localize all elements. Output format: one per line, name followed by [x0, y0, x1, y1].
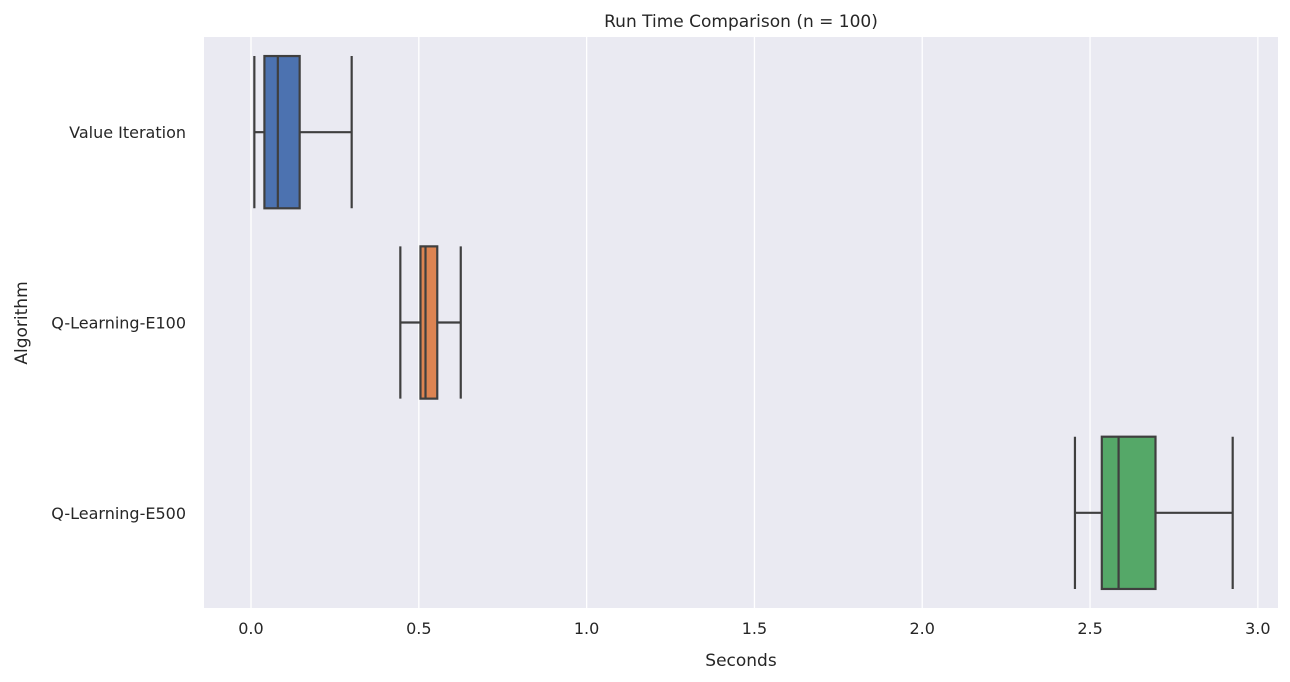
x-tick-label: 0.0	[238, 619, 263, 638]
category-label: Q-Learning-E500	[51, 504, 186, 523]
x-tick-label: 0.5	[406, 619, 431, 638]
x-tick-label: 1.0	[574, 619, 599, 638]
boxes	[253, 54, 1234, 591]
box-group	[253, 54, 353, 210]
chart-title: Run Time Comparison (n = 100)	[604, 12, 878, 32]
box-iqr	[1100, 435, 1157, 591]
box-iqr	[419, 245, 439, 400]
x-axis-label: Seconds	[705, 651, 777, 671]
box-iqr	[263, 54, 301, 210]
y-axis-label: Algorithm	[12, 281, 32, 364]
box-group	[399, 245, 462, 400]
box-group	[1073, 435, 1234, 591]
category-label: Value Iteration	[69, 123, 186, 142]
x-tick-label: 2.5	[1077, 619, 1102, 638]
x-tick-labels: 0.0 0.5 1.0 1.5 2.0 2.5 3.0	[238, 619, 1270, 638]
category-label: Q-Learning-E100	[51, 314, 186, 333]
x-tick-label: 3.0	[1245, 619, 1270, 638]
x-tick-label: 2.0	[910, 619, 935, 638]
x-tick-label: 1.5	[742, 619, 767, 638]
y-category-labels: Value Iteration Q-Learning-E100 Q-Learning…	[51, 123, 186, 523]
